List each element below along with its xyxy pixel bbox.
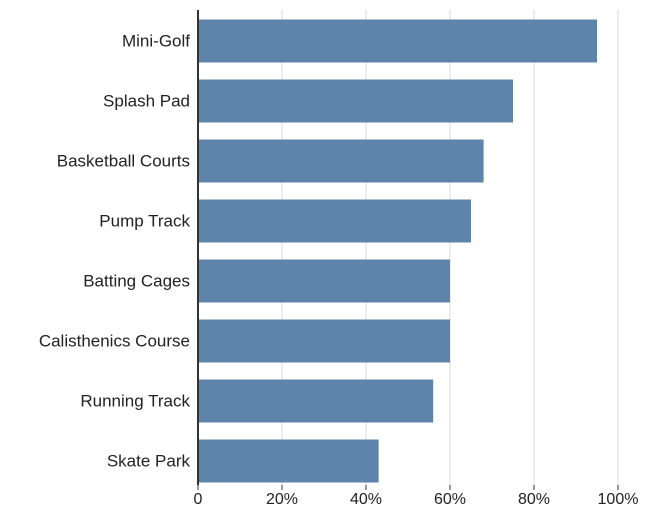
axes [197,10,619,490]
category-label-calisthenics-course: Calisthenics Course [39,332,190,351]
bar-mini-golf [198,19,597,63]
category-label-running-track: Running Track [80,392,190,411]
x-tick-labels: 0 20% 40% 60% 80% 100% [194,491,639,508]
x-tick-label-100: 100% [598,491,639,508]
category-label-mini-golf: Mini-Golf [122,32,190,51]
x-tick-label-60: 60% [434,491,466,508]
category-label-splash-pad: Splash Pad [103,92,190,111]
category-label-basketball-courts: Basketball Courts [57,152,190,171]
x-tick-label-0: 0 [194,491,203,508]
bar-batting-cages [198,259,450,303]
bar-splash-pad [198,79,513,123]
x-tick-label-80: 80% [518,491,550,508]
bar-basketball-courts [198,139,484,183]
category-label-batting-cages: Batting Cages [83,272,190,291]
x-tick-label-40: 40% [350,491,382,508]
x-tick-label-20: 20% [266,491,298,508]
bar-skate-park [198,439,379,483]
category-label-pump-track: Pump Track [99,212,190,231]
category-label-skate-park: Skate Park [107,452,191,471]
bar-pump-track [198,199,471,243]
bar-calisthenics-course [198,319,450,363]
bars [198,19,597,483]
category-labels: Mini-Golf Splash Pad Basketball Courts Pump… [39,32,191,471]
bar-running-track [198,379,434,423]
